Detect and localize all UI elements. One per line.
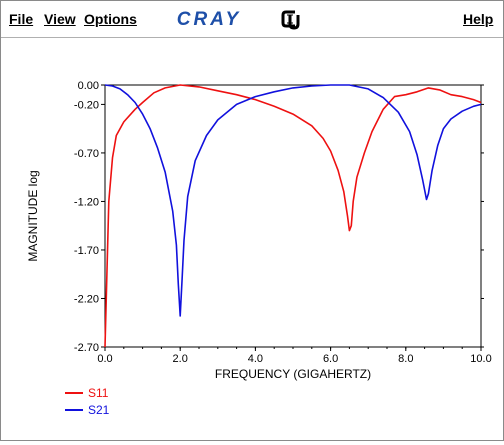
cray-logo-text: CRAY [177,10,241,28]
y-tick-label: -0.20 [74,99,99,111]
y-tick-label: 0.00 [78,80,99,92]
x-tick-label: 2.0 [173,353,188,365]
plot-area: 0.00 -0.20 -0.70 -1.20 -1.70 -2.20 -2.70 0.0 2.0… [1,38,503,440]
y-tick-label: -2.70 [74,342,99,354]
x-tick-label: 6.0 [323,353,338,365]
series-line-s11 [104,84,482,348]
menu-help[interactable]: Help [463,11,494,27]
x-tick-label: 4.0 [248,353,263,365]
menu-bar: File View Options CRAY Help [1,1,503,38]
magnitude-chart: 0.00 -0.20 -0.70 -1.20 -1.70 -2.20 -2.700.0 2.0… [26,80,492,417]
legend-label-s11: S11 [88,386,109,400]
y-tick-label: -1.70 [74,245,99,257]
y-axis-label: MAGNITUDE log [26,170,40,261]
y-tick-label: -1.20 [74,196,99,208]
series-line-s21 [104,84,482,317]
y-tick-label: -2.20 [74,293,99,305]
y-tick-label: -0.70 [74,148,99,160]
menu-view[interactable]: View [44,11,76,27]
menu-file[interactable]: File [9,11,34,27]
x-tick-label: 8.0 [398,353,413,365]
x-axis-label: FREQUENCY (GIGAHERTZ) [215,367,371,381]
menu-options[interactable]: Options [84,11,137,27]
x-tick-label: 0.0 [97,353,112,365]
legend-label-s21: S21 [88,403,110,417]
plot-frame [104,84,482,348]
cray-logo: CRAY [177,10,241,28]
x-tick-label: 10.0 [470,353,491,365]
cu-seal-icon [281,10,300,30]
